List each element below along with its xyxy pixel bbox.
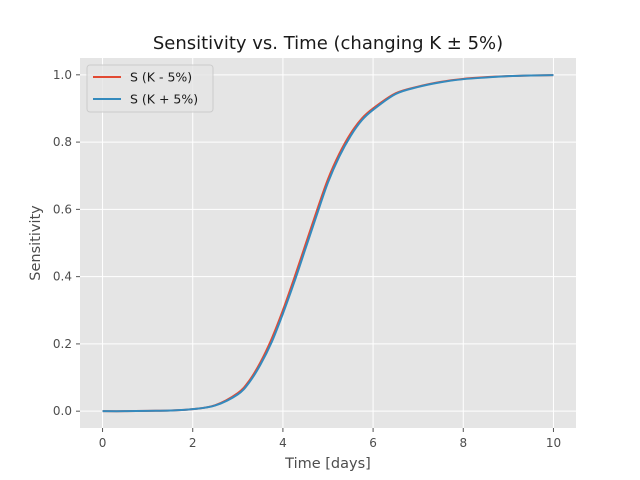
series-line-k-plus — [102, 74, 554, 413]
x-tick-label: 6 — [369, 436, 377, 450]
y-tick-label: 0.4 — [53, 270, 72, 284]
y-tick-label: 0.6 — [53, 202, 72, 216]
x-tick-label: 2 — [189, 436, 197, 450]
y-axis-ticks: 0.0 0.2 0.4 0.6 0.8 1.0 — [53, 68, 80, 418]
y-tick-label: 0.2 — [53, 337, 72, 351]
chart-title: Sensitivity vs. Time (changing K ± 5%) — [153, 33, 503, 54]
x-axis-label: Time [days] — [284, 456, 371, 472]
y-tick-label: 0.0 — [53, 404, 72, 418]
legend: S (K - 5%) S (K + 5%) — [86, 64, 214, 113]
x-tick-label: 4 — [279, 436, 287, 450]
x-tick-label: 8 — [459, 436, 467, 450]
y-axis-label: Sensitivity — [28, 205, 44, 281]
y-tick-label: 0.8 — [53, 135, 72, 149]
legend-label-k-plus: S (K + 5%) — [130, 92, 198, 107]
x-axis-ticks: 0 2 4 6 8 10 — [99, 428, 561, 450]
legend-label-k-minus: S (K - 5%) — [130, 70, 192, 85]
x-tick-label: 0 — [99, 436, 107, 450]
plot-area — [80, 58, 576, 428]
series-layer — [102, 74, 554, 413]
y-tick-label: 1.0 — [53, 68, 72, 82]
x-tick-label: 10 — [546, 436, 561, 450]
